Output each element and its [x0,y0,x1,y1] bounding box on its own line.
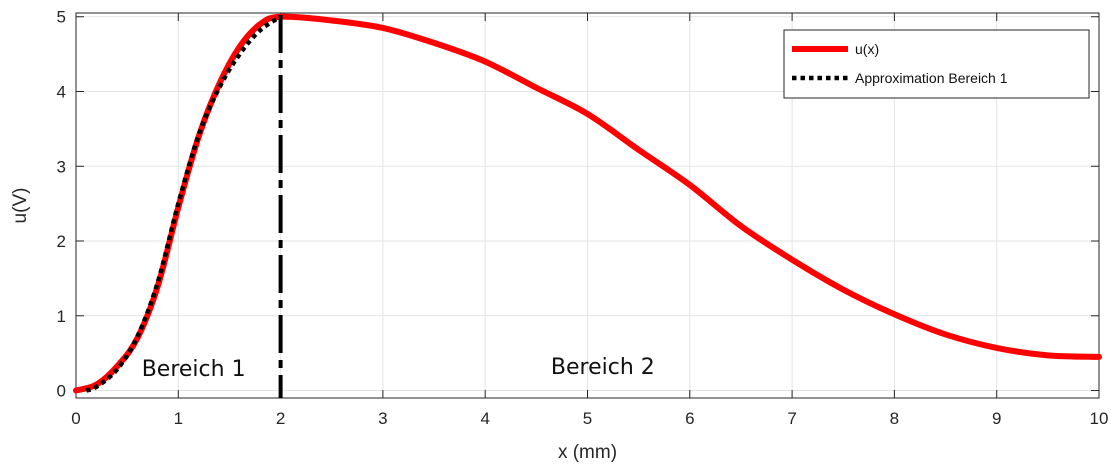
tick-marks [75,13,1100,398]
x-tick-label: 4 [480,409,489,428]
x-tick-label: 8 [890,409,899,428]
x-tick-label: 10 [1090,409,1109,428]
y-tick-label: 1 [57,307,66,326]
x-tick-label: 3 [378,409,387,428]
y-tick-label: 5 [57,8,66,27]
x-tick-labels: 0 1 2 3 4 5 6 7 8 9 10 [71,409,1108,428]
x-tick-label: 9 [992,409,1001,428]
y-tick-label: 0 [57,382,66,401]
annotation-bereich-1: Bereich 1 [142,357,246,382]
legend-entry-u-x: u(x) [855,41,879,57]
y-axis-label: u(V) [10,188,31,224]
legend-entry-approximation: Approximation Bereich 1 [855,70,1008,86]
y-tick-labels: 0 1 2 3 4 5 [57,8,66,401]
annotation-bereich-2: Bereich 2 [551,355,655,380]
x-tick-label: 5 [583,409,592,428]
x-tick-label: 0 [71,409,80,428]
series-layer [73,13,1102,394]
y-tick-label: 4 [57,82,66,101]
x-tick-label: 7 [787,409,796,428]
y-tick-label: 3 [57,157,66,176]
x-axis-label: x (mm) [558,442,617,463]
x-tick-label: 6 [685,409,694,428]
y-tick-label: 2 [57,232,66,251]
x-tick-label: 1 [174,409,183,428]
legend-box [783,29,1090,99]
series-line-approximation [85,14,282,393]
x-tick-label: 2 [276,409,285,428]
legend: u(x) Approximation Bereich 1 [783,29,1090,99]
